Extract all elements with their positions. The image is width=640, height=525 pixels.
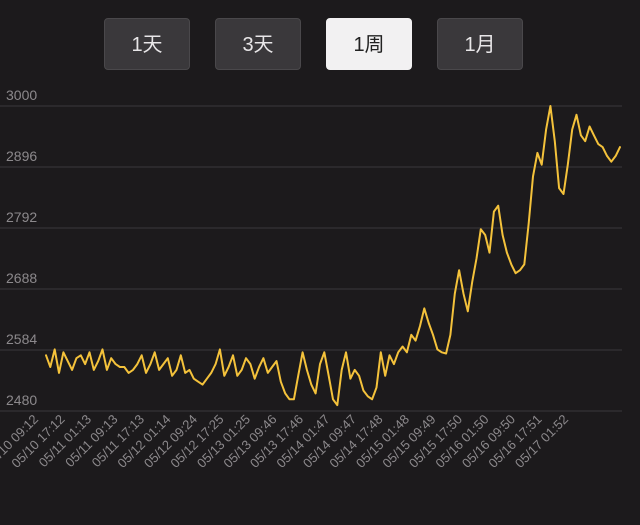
tab-1-week[interactable]: 1周 <box>326 18 412 70</box>
y-tick-label: 3000 <box>6 87 37 103</box>
y-tick-label: 2792 <box>6 209 37 225</box>
tab-1-day[interactable]: 1天 <box>104 18 190 70</box>
y-tick-label: 2480 <box>6 392 37 408</box>
tab-3-days[interactable]: 3天 <box>215 18 301 70</box>
y-tick-label: 2584 <box>6 331 37 347</box>
y-tick-label: 2896 <box>6 148 37 164</box>
time-range-tabs: 1天 3天 1周 1月 <box>0 18 640 72</box>
tab-1-month[interactable]: 1月 <box>437 18 523 70</box>
series-line <box>45 105 621 407</box>
y-tick-label: 2688 <box>6 270 37 286</box>
y-axis-ticks: 3000 2896 2792 2688 2584 2480 <box>6 87 37 408</box>
chart-gridlines <box>0 105 622 412</box>
